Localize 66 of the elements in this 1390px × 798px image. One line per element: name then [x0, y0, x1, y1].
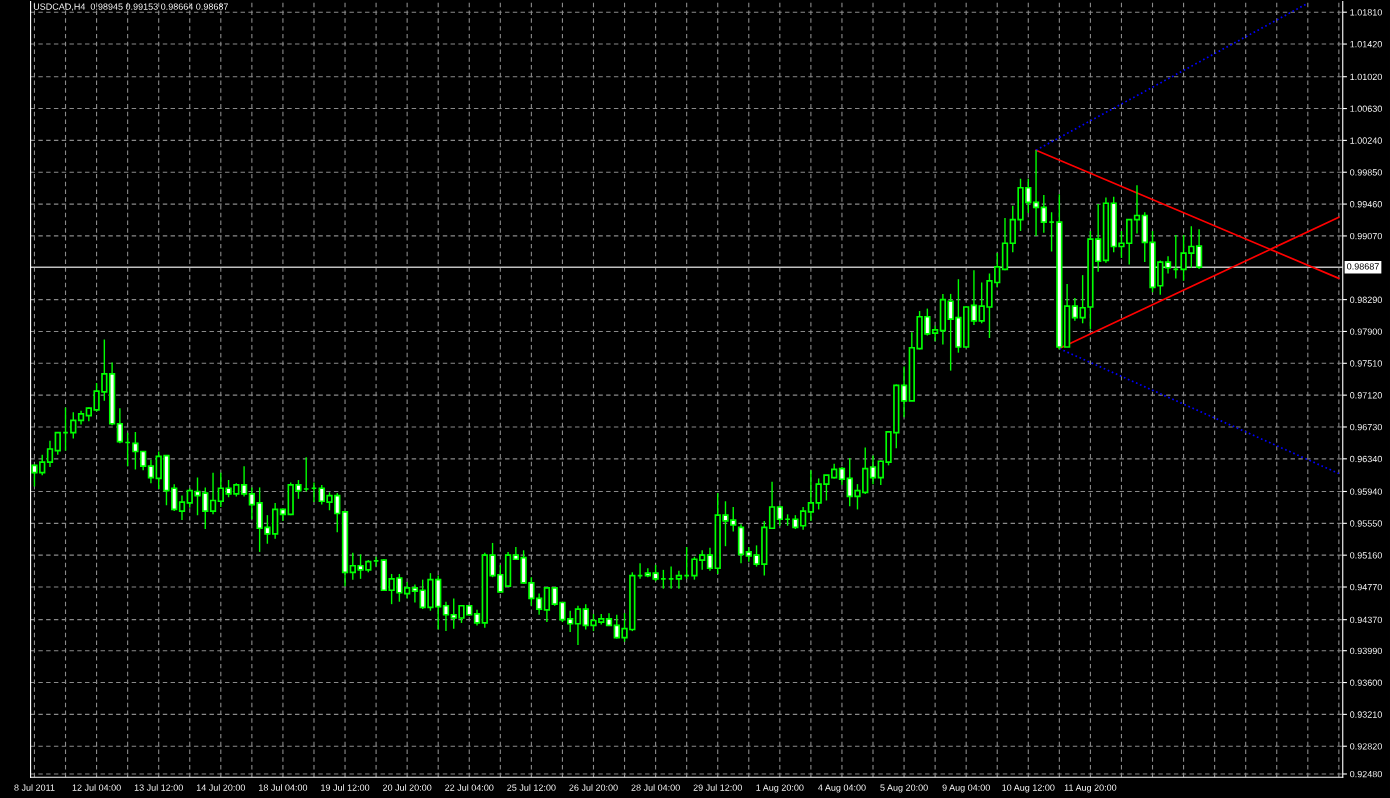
- candlestick: [1040, 194, 1047, 234]
- candlestick: [768, 480, 776, 530]
- candlestick: [776, 504, 783, 527]
- x-tick-label: 14 Jul 20:00: [196, 784, 246, 791]
- y-tick-label: 1.00240: [1350, 137, 1382, 144]
- y-tick-label: 1.01810: [1350, 9, 1382, 16]
- y-tick-label: 0.92480: [1350, 770, 1382, 778]
- candlestick: [970, 269, 978, 326]
- chart-title: USDCAD,H4 0.98945 0.99153 0.98664 0.98687: [33, 3, 228, 11]
- x-tick-label: 8 Jul 2011: [14, 784, 55, 791]
- y-tick-label: 0.99070: [1350, 232, 1382, 240]
- candlestick: [543, 586, 551, 623]
- x-tick-label: 5 Aug 20:00: [880, 784, 928, 793]
- x-tick-label: 25 Jul 12:00: [507, 784, 556, 791]
- x-tick-label: 12 Jul 04:00: [72, 784, 121, 791]
- y-tick-label: 1.00630: [1350, 105, 1382, 112]
- candlestick: [70, 411, 77, 440]
- y-tick-label: 0.94770: [1350, 583, 1382, 591]
- y-tick-label: 0.96340: [1350, 455, 1382, 463]
- y-tick-label: 0.95940: [1350, 488, 1382, 495]
- y-tick-label: 0.93210: [1350, 711, 1382, 718]
- candlestick: [178, 494, 186, 521]
- candlestick: [240, 465, 248, 498]
- candlestick: [869, 454, 877, 485]
- candlestick: [411, 583, 419, 604]
- y-tick-label: 0.94370: [1350, 616, 1382, 624]
- candlestick: [54, 431, 61, 456]
- candlestick: [900, 365, 908, 418]
- candlestick: [209, 472, 217, 516]
- x-tick-label: 26 Jul 20:00: [569, 784, 618, 791]
- ref-line-label: 0.98687: [1347, 263, 1379, 270]
- y-tick-label: 0.97120: [1350, 392, 1382, 399]
- x-tick-label: 11 Aug 20:00: [1064, 784, 1117, 793]
- y-tick-label: 0.99850: [1350, 169, 1382, 176]
- x-tick-label: 28 Jul 04:00: [631, 784, 680, 791]
- y-tick-label: 0.97900: [1350, 328, 1382, 335]
- x-tick-label: 20 Jul 20:00: [383, 784, 432, 791]
- y-tick-label: 0.93990: [1350, 647, 1382, 655]
- y-tick-label: 0.99460: [1350, 201, 1382, 208]
- x-tick-label: 13 Jul 12:00: [134, 784, 183, 791]
- candlestick: [1195, 228, 1203, 270]
- x-tick-label: 4 Aug 04:00: [818, 784, 866, 793]
- y-tick-label: 1.01420: [1350, 41, 1382, 48]
- candlestick: [574, 605, 582, 646]
- x-tick-label: 10 Aug 12:00: [1002, 784, 1055, 793]
- y-tick-label: 0.92820: [1350, 743, 1382, 750]
- x-tick-label: 1 Aug 20:00: [756, 784, 804, 793]
- candlestick: [1032, 149, 1040, 237]
- x-tick-label: 22 Jul 04:00: [445, 784, 494, 791]
- y-tick-label: 0.97510: [1350, 360, 1382, 367]
- candlestick: [46, 440, 54, 468]
- y-tick-label: 0.93600: [1350, 679, 1382, 686]
- y-tick-label: 0.98290: [1350, 296, 1382, 303]
- y-tick-label: 0.95160: [1350, 552, 1382, 559]
- candlestick: [442, 601, 450, 632]
- candlestick: [675, 569, 683, 590]
- y-tick-label: 0.96730: [1350, 423, 1382, 431]
- x-tick-label: 9 Aug 04:00: [942, 784, 990, 793]
- candlestick: [147, 458, 155, 485]
- candlestick: [116, 407, 124, 445]
- y-tick-label: 0.95550: [1350, 520, 1382, 527]
- x-tick-label: 29 Jul 12:00: [693, 784, 742, 791]
- x-tick-label: 18 Jul 04:00: [259, 784, 308, 791]
- candlestick: [706, 547, 714, 572]
- x-tick-label: 19 Jul 12:00: [321, 784, 370, 791]
- y-tick-label: 1.01020: [1350, 73, 1382, 81]
